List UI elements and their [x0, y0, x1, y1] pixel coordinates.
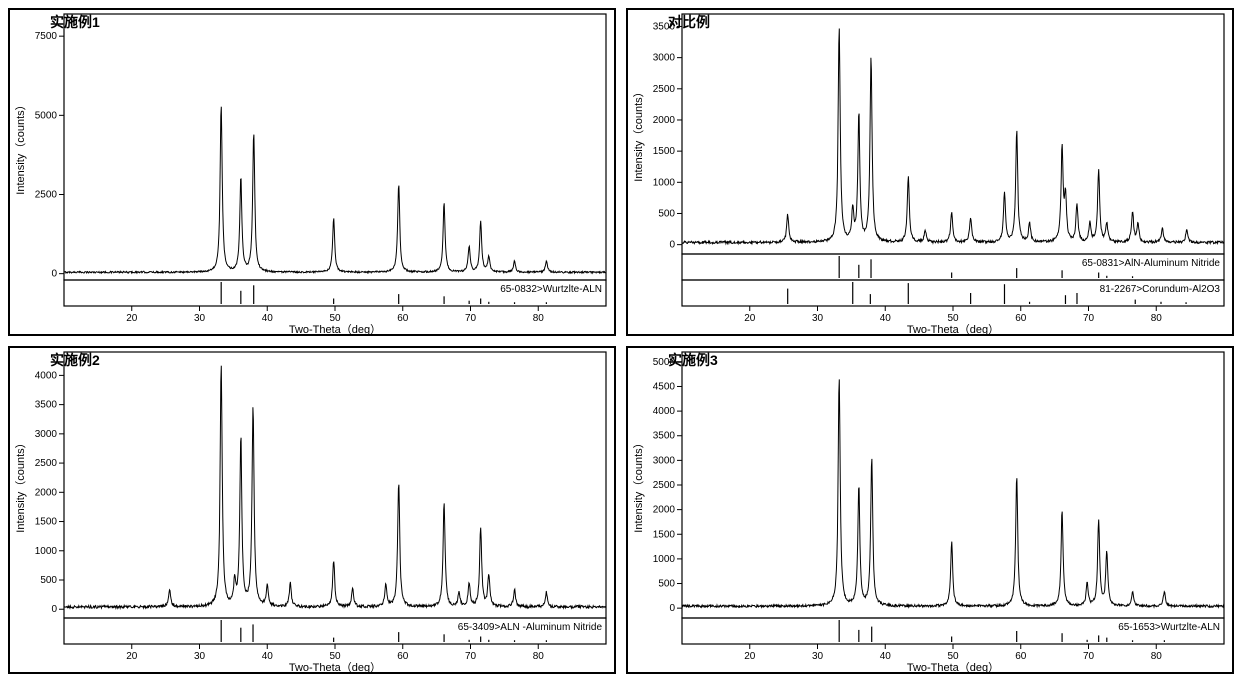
xtick-label: 60 [1015, 313, 1027, 324]
xtick-label: 60 [1015, 651, 1027, 662]
x-axis-label: Two-Theta（deg） [907, 323, 999, 334]
ytick-label: 2500 [653, 84, 676, 95]
ytick-label: 500 [658, 579, 675, 590]
ytick-label: 4500 [653, 381, 676, 392]
ytick-label: 1500 [653, 529, 676, 540]
xtick-label: 20 [126, 651, 138, 662]
ytick-label: 3500 [653, 431, 676, 442]
y-axis-label: Intensity（counts） [632, 437, 645, 532]
chart-panel: 对比例0500100015002000250030003500Intensity… [626, 8, 1234, 336]
ytick-label: 1500 [653, 146, 676, 157]
ytick-label: 3000 [35, 429, 58, 440]
xtick-label: 40 [262, 651, 274, 662]
ytick-label: 4000 [653, 406, 676, 417]
xtick-label: 20 [126, 313, 138, 324]
xrd-chart: 0 500 1000 1500 2000 2500 3000 3500 4000 Intensit… [10, 348, 614, 672]
ytick-label: 3000 [653, 455, 676, 466]
xtick-label: 40 [262, 313, 274, 324]
xtick-label: 30 [194, 313, 206, 324]
x-axis-label: Two-Theta（deg） [289, 323, 381, 334]
ytick-label: 0 [51, 269, 57, 280]
y-axis-label: Intensity（counts） [632, 86, 645, 181]
xtick-label: 30 [812, 313, 824, 324]
xtick-label: 80 [1151, 313, 1163, 324]
panel-title: 实施例2 [50, 350, 100, 370]
ytick-label: 0 [51, 604, 57, 615]
xtick-label: 20 [744, 651, 756, 662]
ytick-label: 2000 [35, 487, 58, 498]
spectrum-line [64, 107, 606, 273]
xtick-label: 50 [329, 313, 341, 324]
x-axis-label: Two-Theta（deg） [289, 661, 381, 672]
spectrum-line [682, 379, 1224, 607]
xrd-chart: 0 2500 5000 7500 Intensity（counts） 65-0832>Wu… [10, 10, 614, 334]
xtick-label: 70 [1083, 651, 1095, 662]
chart-panel: 实施例2 0 500 1000 1500 2000 2500 3000 3500 4000 Inte… [8, 346, 616, 674]
ytick-label: 1000 [35, 546, 58, 557]
ytick-label: 0 [669, 603, 675, 614]
xtick-label: 30 [812, 651, 824, 662]
x-axis-label: Two-Theta（deg） [907, 661, 999, 672]
xtick-label: 80 [533, 313, 545, 324]
ytick-label: 500 [658, 208, 675, 219]
ytick-label: 3500 [35, 400, 58, 411]
xtick-label: 50 [947, 313, 959, 324]
ytick-label: 1500 [35, 517, 58, 528]
ytick-label: 2000 [653, 505, 676, 516]
chart-panel: 实施例1 0 2500 5000 7500 Intensity（counts） 65-083… [8, 8, 616, 336]
reference-strip-label: 65-3409>ALN -Aluminum Nitride [458, 622, 603, 633]
xtick-label: 50 [947, 651, 959, 662]
ytick-label: 1000 [653, 177, 676, 188]
spectrum-line [682, 29, 1224, 244]
xtick-label: 20 [744, 313, 756, 324]
chart-panel: 实施例3 0 500 1000 1500 2000 2500 3000 3500 4000 4500… [626, 346, 1234, 674]
xtick-label: 40 [880, 313, 892, 324]
ytick-label: 500 [40, 575, 57, 586]
panel-title: 实施例1 [50, 12, 100, 32]
ytick-label: 0 [669, 240, 675, 251]
reference-strip-label: 81-2267>Corundum-Al2O3 [1100, 284, 1221, 295]
ytick-label: 5000 [35, 110, 58, 121]
y-axis-label: Intensity（counts） [14, 99, 27, 194]
reference-strip-label: 65-0831>AlN-Aluminum Nitride [1082, 258, 1221, 269]
ytick-label: 2500 [35, 190, 58, 201]
ytick-label: 4000 [35, 370, 58, 381]
ytick-label: 2500 [35, 458, 58, 469]
xtick-label: 60 [397, 313, 409, 324]
xrd-chart: 0500100015002000250030003500400045005000… [628, 348, 1232, 672]
xtick-label: 30 [194, 651, 206, 662]
y-axis-label: Intensity（counts） [14, 437, 27, 532]
ytick-label: 3000 [653, 53, 676, 64]
spectrum-line [64, 366, 606, 609]
xtick-label: 70 [1083, 313, 1095, 324]
xtick-label: 50 [329, 651, 341, 662]
xtick-label: 40 [880, 651, 892, 662]
xrd-chart: 0500100015002000250030003500Intensity（co… [628, 10, 1232, 334]
ytick-label: 1000 [653, 554, 676, 565]
reference-strip-label: 65-0832>Wurtzlte-ALN [500, 284, 602, 295]
xtick-label: 80 [533, 651, 545, 662]
xtick-label: 80 [1151, 651, 1163, 662]
ytick-label: 2000 [653, 115, 676, 126]
xtick-label: 70 [465, 313, 477, 324]
ytick-label: 7500 [35, 31, 58, 42]
panel-title: 对比例 [668, 12, 710, 32]
xtick-label: 70 [465, 651, 477, 662]
xtick-label: 60 [397, 651, 409, 662]
ytick-label: 2500 [653, 480, 676, 491]
reference-strip-label: 65-1653>Wurtzlte-ALN [1118, 622, 1220, 633]
panel-title: 实施例3 [668, 350, 718, 370]
